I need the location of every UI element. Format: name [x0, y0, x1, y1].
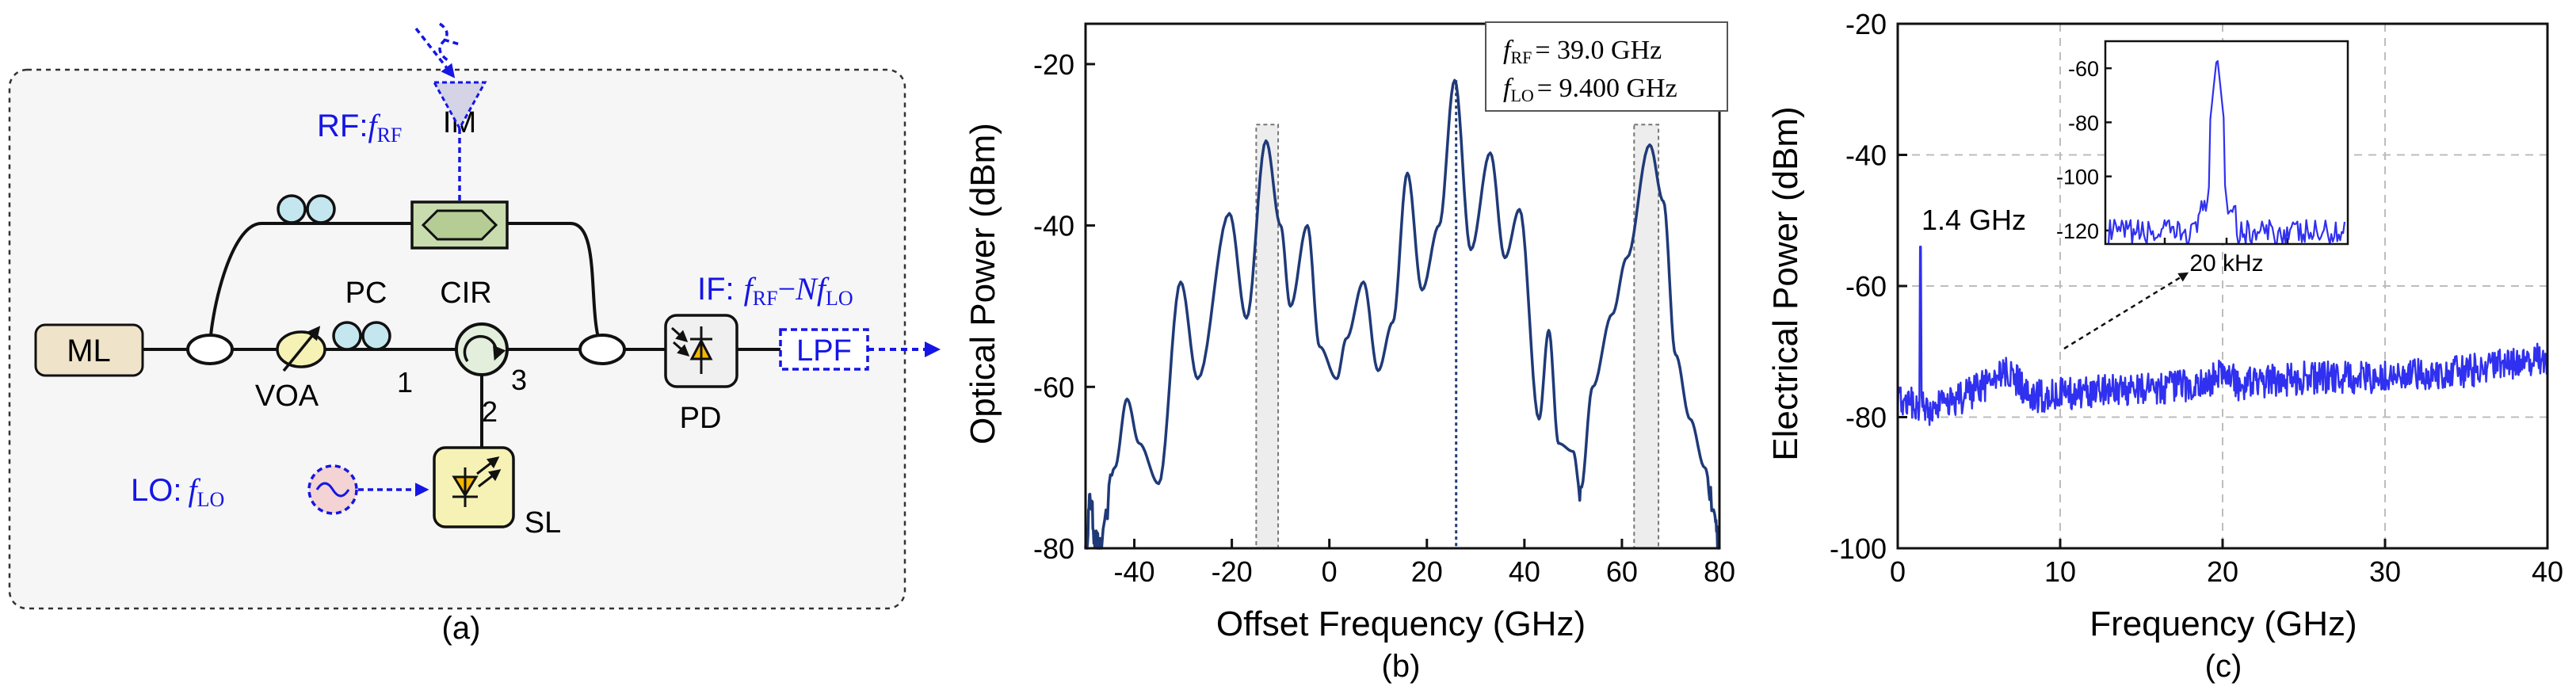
if-var-sub1: RF — [753, 287, 778, 310]
b-x-tick-label: 40 — [1509, 555, 1540, 588]
pc-label: PC — [345, 277, 387, 310]
b-y-axis-title: Optical Power (dBm) — [964, 123, 1002, 444]
b-axis-ticks: -40 -20 0 20 40 60 80 -80 -60 -40 -20 — [1033, 48, 1735, 588]
pd-diode-icon — [671, 326, 713, 374]
c-x-tick-label: 30 — [2369, 555, 2401, 588]
c-inset-x-label: 20 kHz — [2189, 250, 2263, 277]
c-x-tick-label: 20 — [2207, 555, 2238, 588]
panel-b-optical-spectrum: -40 -20 0 20 40 60 80 -80 -60 -40 -20 fRF = 39.0 GH… — [964, 21, 1735, 684]
if-minus: − — [778, 271, 796, 307]
sl-label: SL — [525, 506, 561, 540]
c-inset-y-tick-label: -80 — [2068, 111, 2099, 135]
rf-input-arrow-icon — [414, 27, 456, 78]
b-x-axis-title: Offset Frequency (GHz) — [1216, 605, 1586, 643]
b-y-tick-label: -20 — [1033, 48, 1074, 81]
panel-c-electrical-spectrum: 0 10 20 30 40-100-80-60-40-20 1.4 GHz -120-1… — [1766, 8, 2563, 684]
cir-port-2: 2 — [482, 395, 498, 428]
coupler-left-icon — [186, 334, 234, 365]
rf-label-prefix: RF: — [317, 109, 368, 143]
lo-var-sub: LO — [197, 488, 225, 511]
c-inset-y-tick-label: -120 — [2056, 219, 2099, 243]
b-x-tick-label: 80 — [1704, 555, 1735, 588]
b-spectrum-trace — [1084, 78, 1721, 550]
cir-circulator-icon — [455, 322, 509, 376]
b-x-tick-label: 20 — [1411, 555, 1443, 588]
c-inset-plot: -120 -100 -80 -60 20 kHz — [2056, 40, 2349, 277]
c-y-tick-label: -60 — [1845, 270, 1887, 303]
c-y-tick-label: -80 — [1845, 402, 1887, 434]
c-x-tick-label: 0 — [1890, 555, 1906, 588]
b-x-tick-label: -20 — [1212, 555, 1253, 588]
lo-wave-icon — [315, 482, 350, 498]
b-legend-value2: = 9.400 GHz — [1537, 74, 1677, 103]
b-legend-sub2: LO — [1510, 86, 1533, 105]
panel-a-setup-diagram: ML VOA PC IM RF:fRF CIR 1 — [8, 22, 941, 646]
lo-label-prefix: LO: — [131, 473, 181, 508]
b-legend-line-1: fRF = 39.0 GHz — [1503, 36, 1662, 67]
b-legend-value1: = 39.0 GHz — [1535, 36, 1662, 65]
b-y-tick-label: -40 — [1033, 210, 1074, 242]
cir-port-3: 3 — [511, 364, 527, 396]
panel-a-caption: (a) — [442, 611, 481, 646]
c-spike-label: 1.4 GHz — [1922, 204, 2026, 236]
if-label-prefix: IF: — [697, 272, 735, 307]
c-plot-frame — [1896, 22, 2549, 550]
rf-var-sub: RF — [377, 124, 403, 147]
c-y-tick-label: -20 — [1845, 8, 1887, 40]
lpf-label: LPF — [796, 334, 852, 368]
b-legend-line-2: fLO = 9.400 GHz — [1503, 74, 1677, 105]
b-x-tick-label: 60 — [1606, 555, 1638, 588]
sl-diode-icon — [452, 456, 502, 507]
b-y-tick-label: -60 — [1033, 371, 1074, 403]
pc-upper-polarization-controller-icon — [277, 194, 336, 224]
b-x-tick-label: 0 — [1322, 555, 1338, 588]
c-inset-trace — [2107, 59, 2346, 246]
b-y-tick-label: -80 — [1033, 532, 1074, 565]
c-inset-background — [2105, 41, 2348, 244]
b-legend-box — [1485, 21, 1728, 112]
b-x-tick-label: -40 — [1114, 555, 1155, 588]
voa-label: VOA — [255, 380, 319, 413]
c-inset-y-tick-label: -60 — [2068, 57, 2099, 81]
sl-laser-box — [433, 446, 515, 528]
cir-label: CIR — [440, 277, 491, 310]
b-plot-frame — [1084, 22, 1721, 550]
c-inset-y-tick-label: -100 — [2056, 166, 2099, 189]
cir-port-1: 1 — [397, 366, 413, 399]
c-inset-frame — [2104, 40, 2349, 246]
c-spectrum-trace — [1896, 246, 2549, 426]
pd-label: PD — [680, 402, 722, 435]
b-legend-sub1: RF — [1510, 48, 1532, 67]
ml-label: ML — [67, 334, 111, 368]
b-highlight-region — [1633, 124, 1660, 550]
c-inset-pointer-arrow-icon — [2063, 272, 2189, 350]
pc-polarization-controller-icon — [332, 321, 391, 351]
cir-rotation-arrow-icon — [463, 334, 506, 362]
c-x-tick-label: 40 — [2532, 555, 2563, 588]
if-var-n: N — [795, 271, 819, 307]
ml-laser-box — [34, 323, 144, 377]
if-var-sub2: LO — [826, 287, 853, 310]
c-y-axis-title: Electrical Power (dBm) — [1766, 106, 1805, 460]
panel-b-caption: (b) — [1382, 649, 1421, 684]
panel-c-caption: (c) — [2205, 649, 2242, 684]
rf-antenna-icon — [432, 81, 487, 132]
c-y-tick-label: -40 — [1845, 139, 1887, 172]
voa-arrow-icon — [282, 326, 321, 372]
coupler-right-icon — [578, 334, 626, 365]
c-x-tick-label: 10 — [2044, 555, 2076, 588]
c-y-tick-label: -100 — [1830, 532, 1887, 565]
c-x-axis-title: Frequency (GHz) — [2089, 605, 2357, 643]
rf-input-wave-icon — [438, 22, 460, 62]
im-waveguide-icon — [421, 209, 498, 241]
